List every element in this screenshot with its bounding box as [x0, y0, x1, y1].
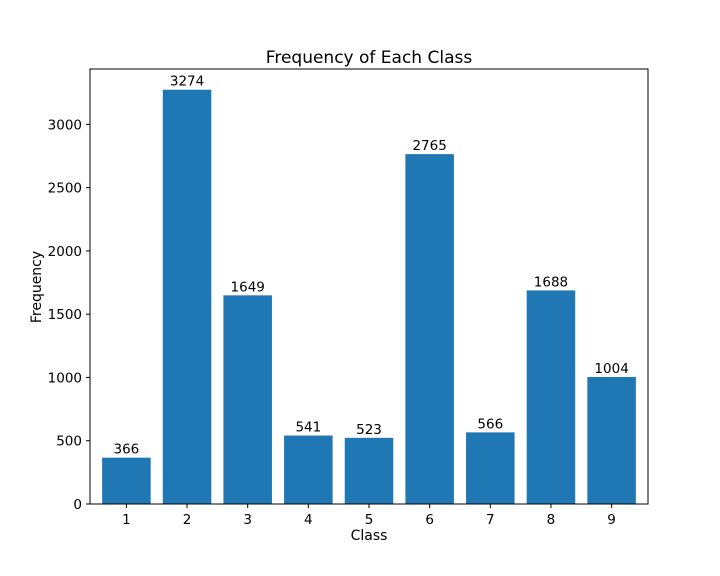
bar-4	[284, 435, 333, 504]
y-tick-label-3000: 3000	[48, 117, 82, 133]
bar-6	[405, 154, 454, 504]
y-tick-label-2000: 2000	[48, 244, 82, 260]
bar-1	[102, 457, 151, 504]
data-label-1: 366	[114, 442, 140, 458]
data-label-8: 1688	[534, 274, 568, 290]
bar-8	[526, 290, 576, 504]
bars-group	[102, 89, 636, 504]
bar-7	[466, 432, 515, 504]
bar-9	[587, 376, 636, 504]
data-label-2: 3274	[170, 74, 204, 90]
bar-5	[344, 437, 394, 504]
y-axis-label: Frequency	[29, 251, 45, 323]
y-axis: 0 500 1000 1500 2000 2500 3000	[48, 117, 90, 513]
bar-3	[223, 295, 272, 504]
data-label-7: 566	[477, 416, 503, 432]
data-label-5: 523	[356, 422, 382, 438]
y-tick-label-0: 0	[73, 497, 82, 513]
x-tick-label-8: 8	[547, 512, 556, 528]
x-axis: 1 2 3 4 5 6 7 8 9	[122, 504, 616, 528]
x-tick-label-2: 2	[183, 512, 192, 528]
y-tick-label-1500: 1500	[48, 307, 82, 323]
bar-2	[162, 89, 212, 504]
x-tick-label-5: 5	[365, 512, 374, 528]
data-label-3: 1649	[231, 279, 265, 295]
data-label-6: 2765	[412, 138, 446, 154]
plot-frame	[89, 68, 649, 505]
x-tick-label-1: 1	[122, 512, 131, 528]
x-tick-label-4: 4	[304, 512, 313, 528]
data-labels-group: 366 3274 1649 541 523 2765 566 1688 1004	[114, 74, 629, 458]
y-tick-label-500: 500	[56, 434, 82, 450]
x-tick-label-6: 6	[425, 512, 434, 528]
x-axis-label: Class	[351, 528, 388, 544]
y-tick-label-2500: 2500	[48, 181, 82, 197]
x-tick-label-3: 3	[243, 512, 252, 528]
data-label-4: 541	[295, 420, 321, 436]
x-tick-label-7: 7	[486, 512, 495, 528]
y-tick-label-1000: 1000	[48, 370, 82, 386]
chart-title: Frequency of Each Class	[266, 48, 473, 68]
data-label-9: 1004	[594, 361, 628, 377]
x-tick-label-9: 9	[607, 512, 616, 528]
